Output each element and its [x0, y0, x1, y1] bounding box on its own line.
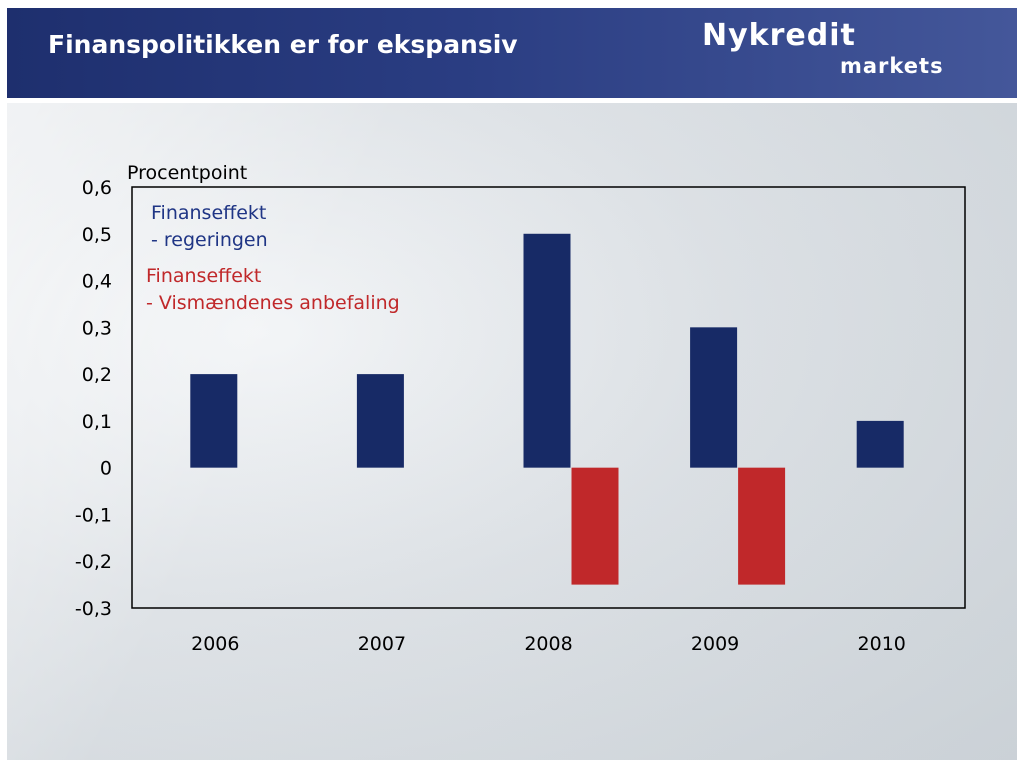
- legend-entry-1: - regeringen: [151, 229, 268, 251]
- chart-panel-background: [7, 103, 1017, 760]
- panel-shading: [7, 103, 1017, 760]
- slide-title: Finanspolitikken er for ekspansiv: [48, 30, 518, 59]
- bar-series-1: [856, 420, 904, 468]
- y-tick-label: 0,6: [82, 177, 112, 199]
- x-tick-label: 2008: [524, 633, 572, 655]
- bar-series-1: [356, 374, 404, 468]
- x-tick-label: 2010: [858, 633, 906, 655]
- legend-entry-2: - Vismændenes anbefaling: [146, 292, 400, 314]
- bar-series-1: [523, 233, 571, 468]
- y-tick-label: 0,1: [82, 411, 112, 433]
- bar-series-1: [690, 327, 738, 468]
- markets-logo-text: markets: [840, 54, 944, 78]
- y-axis-label: Procentpoint: [127, 162, 247, 184]
- x-tick-label: 2009: [691, 633, 739, 655]
- y-tick-label: 0: [100, 458, 112, 480]
- y-tick-label: 0,4: [82, 271, 112, 293]
- legend-entry-1: Finanseffekt: [151, 202, 266, 224]
- plot-area: [131, 186, 966, 609]
- bar-series-2: [738, 467, 786, 585]
- y-tick-label: 0,3: [82, 317, 112, 339]
- y-tick-label: 0,5: [82, 224, 112, 246]
- y-tick-label: 0,2: [82, 364, 112, 386]
- slide-header: [7, 8, 1017, 98]
- bar-series-2: [571, 467, 619, 585]
- legend-entry-2: Finanseffekt: [146, 265, 261, 287]
- nykredit-logo: Nykredit: [702, 18, 856, 53]
- y-tick-label: -0,2: [75, 551, 112, 573]
- x-tick-label: 2007: [358, 633, 406, 655]
- y-tick-label: -0,1: [75, 504, 112, 526]
- x-tick-label: 2006: [191, 633, 239, 655]
- y-tick-label: -0,3: [75, 598, 112, 620]
- bar-series-1: [190, 374, 238, 468]
